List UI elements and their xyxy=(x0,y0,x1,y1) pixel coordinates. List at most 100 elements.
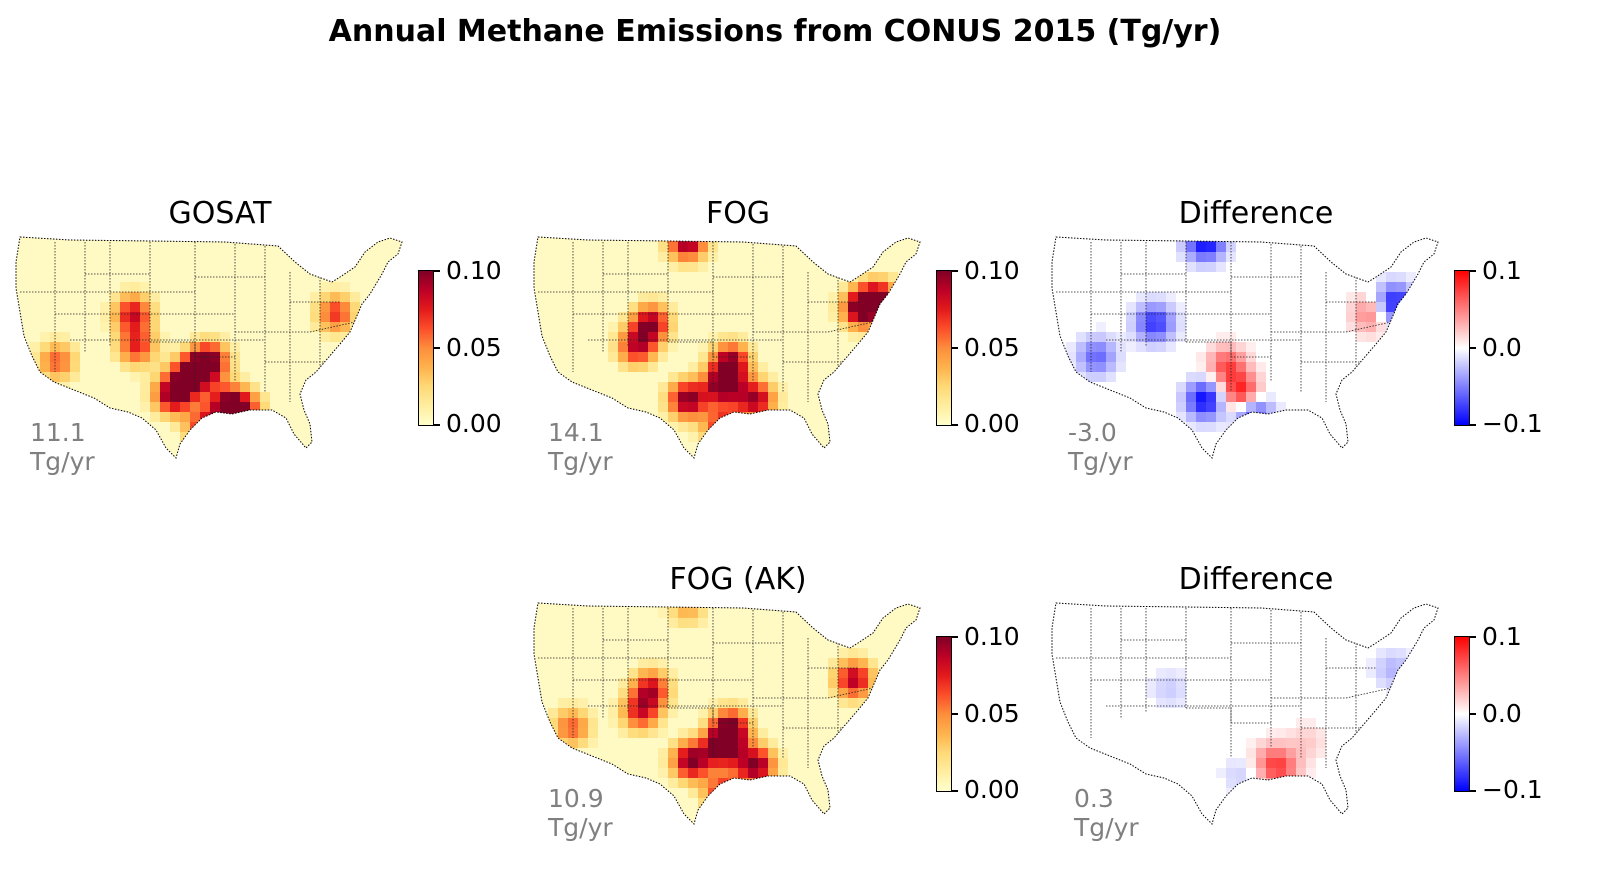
heatmap-cell xyxy=(350,292,360,302)
heatmap-cell xyxy=(648,342,658,352)
heatmap-cell xyxy=(648,658,658,668)
heatmap-cell xyxy=(718,442,728,452)
heatmap-cell xyxy=(1226,422,1236,432)
heatmap-cell xyxy=(1186,237,1196,242)
heatmap-cell xyxy=(738,442,748,452)
heatmap-cell xyxy=(1386,312,1396,322)
heatmap-cell xyxy=(110,312,120,322)
heatmap-cell xyxy=(330,292,340,302)
heatmap-cell xyxy=(658,678,668,688)
heatmap-cell xyxy=(1376,658,1386,668)
heatmap-cell xyxy=(1066,362,1076,372)
heatmap-cell xyxy=(180,422,190,432)
heatmap-cell xyxy=(858,282,868,292)
heatmap-cell xyxy=(240,422,250,432)
heatmap-cell xyxy=(1266,432,1276,442)
heatmap-cell xyxy=(638,362,648,372)
heatmap-cell xyxy=(658,342,668,352)
heatmap-cell xyxy=(240,402,250,412)
heatmap-cell xyxy=(1076,352,1086,362)
heatmap-cell xyxy=(1286,738,1296,748)
heatmap-cell xyxy=(1166,302,1176,312)
heatmap-cell xyxy=(868,332,878,342)
heatmap-cell xyxy=(658,237,668,242)
heatmap-cell xyxy=(180,432,190,442)
heatmap-cell xyxy=(220,432,230,442)
heatmap-cell xyxy=(698,758,708,768)
heatmap-cell xyxy=(718,808,728,818)
heatmap-cell xyxy=(150,342,160,352)
heatmap-cell xyxy=(1266,778,1276,788)
heatmap-cell xyxy=(878,322,888,332)
heatmap-cell xyxy=(1066,342,1076,352)
heatmap-cell xyxy=(618,332,628,342)
heatmap-cell xyxy=(738,748,748,758)
heatmap-cell xyxy=(578,738,588,748)
heatmap-cell xyxy=(1396,292,1406,302)
heatmap-cell xyxy=(888,282,898,292)
heatmap-cell xyxy=(748,748,758,758)
heatmap-cell xyxy=(1176,302,1186,312)
heatmap-cell xyxy=(320,292,330,302)
heatmap-cell xyxy=(588,738,598,748)
heatmap-cell xyxy=(1156,698,1166,708)
heatmap-cell xyxy=(828,678,838,688)
heatmap-cell xyxy=(648,322,658,332)
heatmap-cell xyxy=(1276,768,1286,778)
total-label: -3.0 Tg/yr xyxy=(1068,418,1133,476)
heatmap-cell xyxy=(758,422,768,432)
heatmap-cell xyxy=(150,352,160,362)
heatmap-cell xyxy=(1176,322,1186,332)
colorbar xyxy=(418,270,434,426)
heatmap-cell xyxy=(220,372,230,382)
heatmap-cell xyxy=(838,648,848,658)
heatmap-cell xyxy=(668,322,678,332)
heatmap-cell xyxy=(1166,292,1176,302)
heatmap-cell xyxy=(628,332,638,342)
heatmap-cell xyxy=(1366,312,1376,322)
heatmap-cell xyxy=(1376,322,1386,332)
heatmap-cell xyxy=(1136,302,1146,312)
heatmap-cell xyxy=(1196,252,1206,262)
heatmap-cell xyxy=(738,808,748,818)
heatmap-cell xyxy=(180,342,190,352)
heatmap-cell xyxy=(150,392,160,402)
heatmap-cell xyxy=(698,788,708,798)
heatmap-cell xyxy=(1346,302,1356,312)
heatmap-cell xyxy=(1166,688,1176,698)
heatmap-cell xyxy=(230,412,240,422)
heatmap-cell xyxy=(340,322,350,332)
heatmap-cell xyxy=(718,402,728,412)
heatmap-cell xyxy=(230,382,240,392)
heatmap-cell xyxy=(1196,352,1206,362)
heatmap-cell xyxy=(638,322,648,332)
heatmap-cell xyxy=(1236,422,1246,432)
heatmap-cell xyxy=(718,362,728,372)
heatmap-cell xyxy=(678,738,688,748)
total-label: 11.1 Tg/yr xyxy=(30,418,95,476)
heatmap-cell xyxy=(868,312,878,322)
heatmap-cell xyxy=(1156,668,1166,678)
heatmap-cell xyxy=(1076,362,1086,372)
heatmap-cell xyxy=(568,738,578,748)
heatmap-cell xyxy=(638,342,648,352)
heatmap-cell xyxy=(160,362,170,372)
heatmap-cell xyxy=(250,422,260,432)
heatmap-cell xyxy=(708,422,718,432)
heatmap-cell xyxy=(40,352,50,362)
heatmap-cell xyxy=(1196,382,1206,392)
heatmap-cell xyxy=(170,352,180,362)
heatmap-cell xyxy=(1396,668,1406,678)
heatmap-cell xyxy=(50,332,60,342)
heatmap-cell xyxy=(858,678,868,688)
heatmap-cell xyxy=(1376,282,1386,292)
heatmap-cell xyxy=(678,262,688,272)
heatmap-cell xyxy=(1306,758,1316,768)
heatmap-cell xyxy=(1396,678,1406,688)
heatmap-cell xyxy=(868,292,878,302)
heatmap-cell xyxy=(240,412,250,422)
heatmap-cell xyxy=(638,668,648,678)
heatmap-cell xyxy=(1216,242,1226,252)
heatmap-cell xyxy=(1216,237,1226,242)
heatmap-cell xyxy=(310,292,320,302)
